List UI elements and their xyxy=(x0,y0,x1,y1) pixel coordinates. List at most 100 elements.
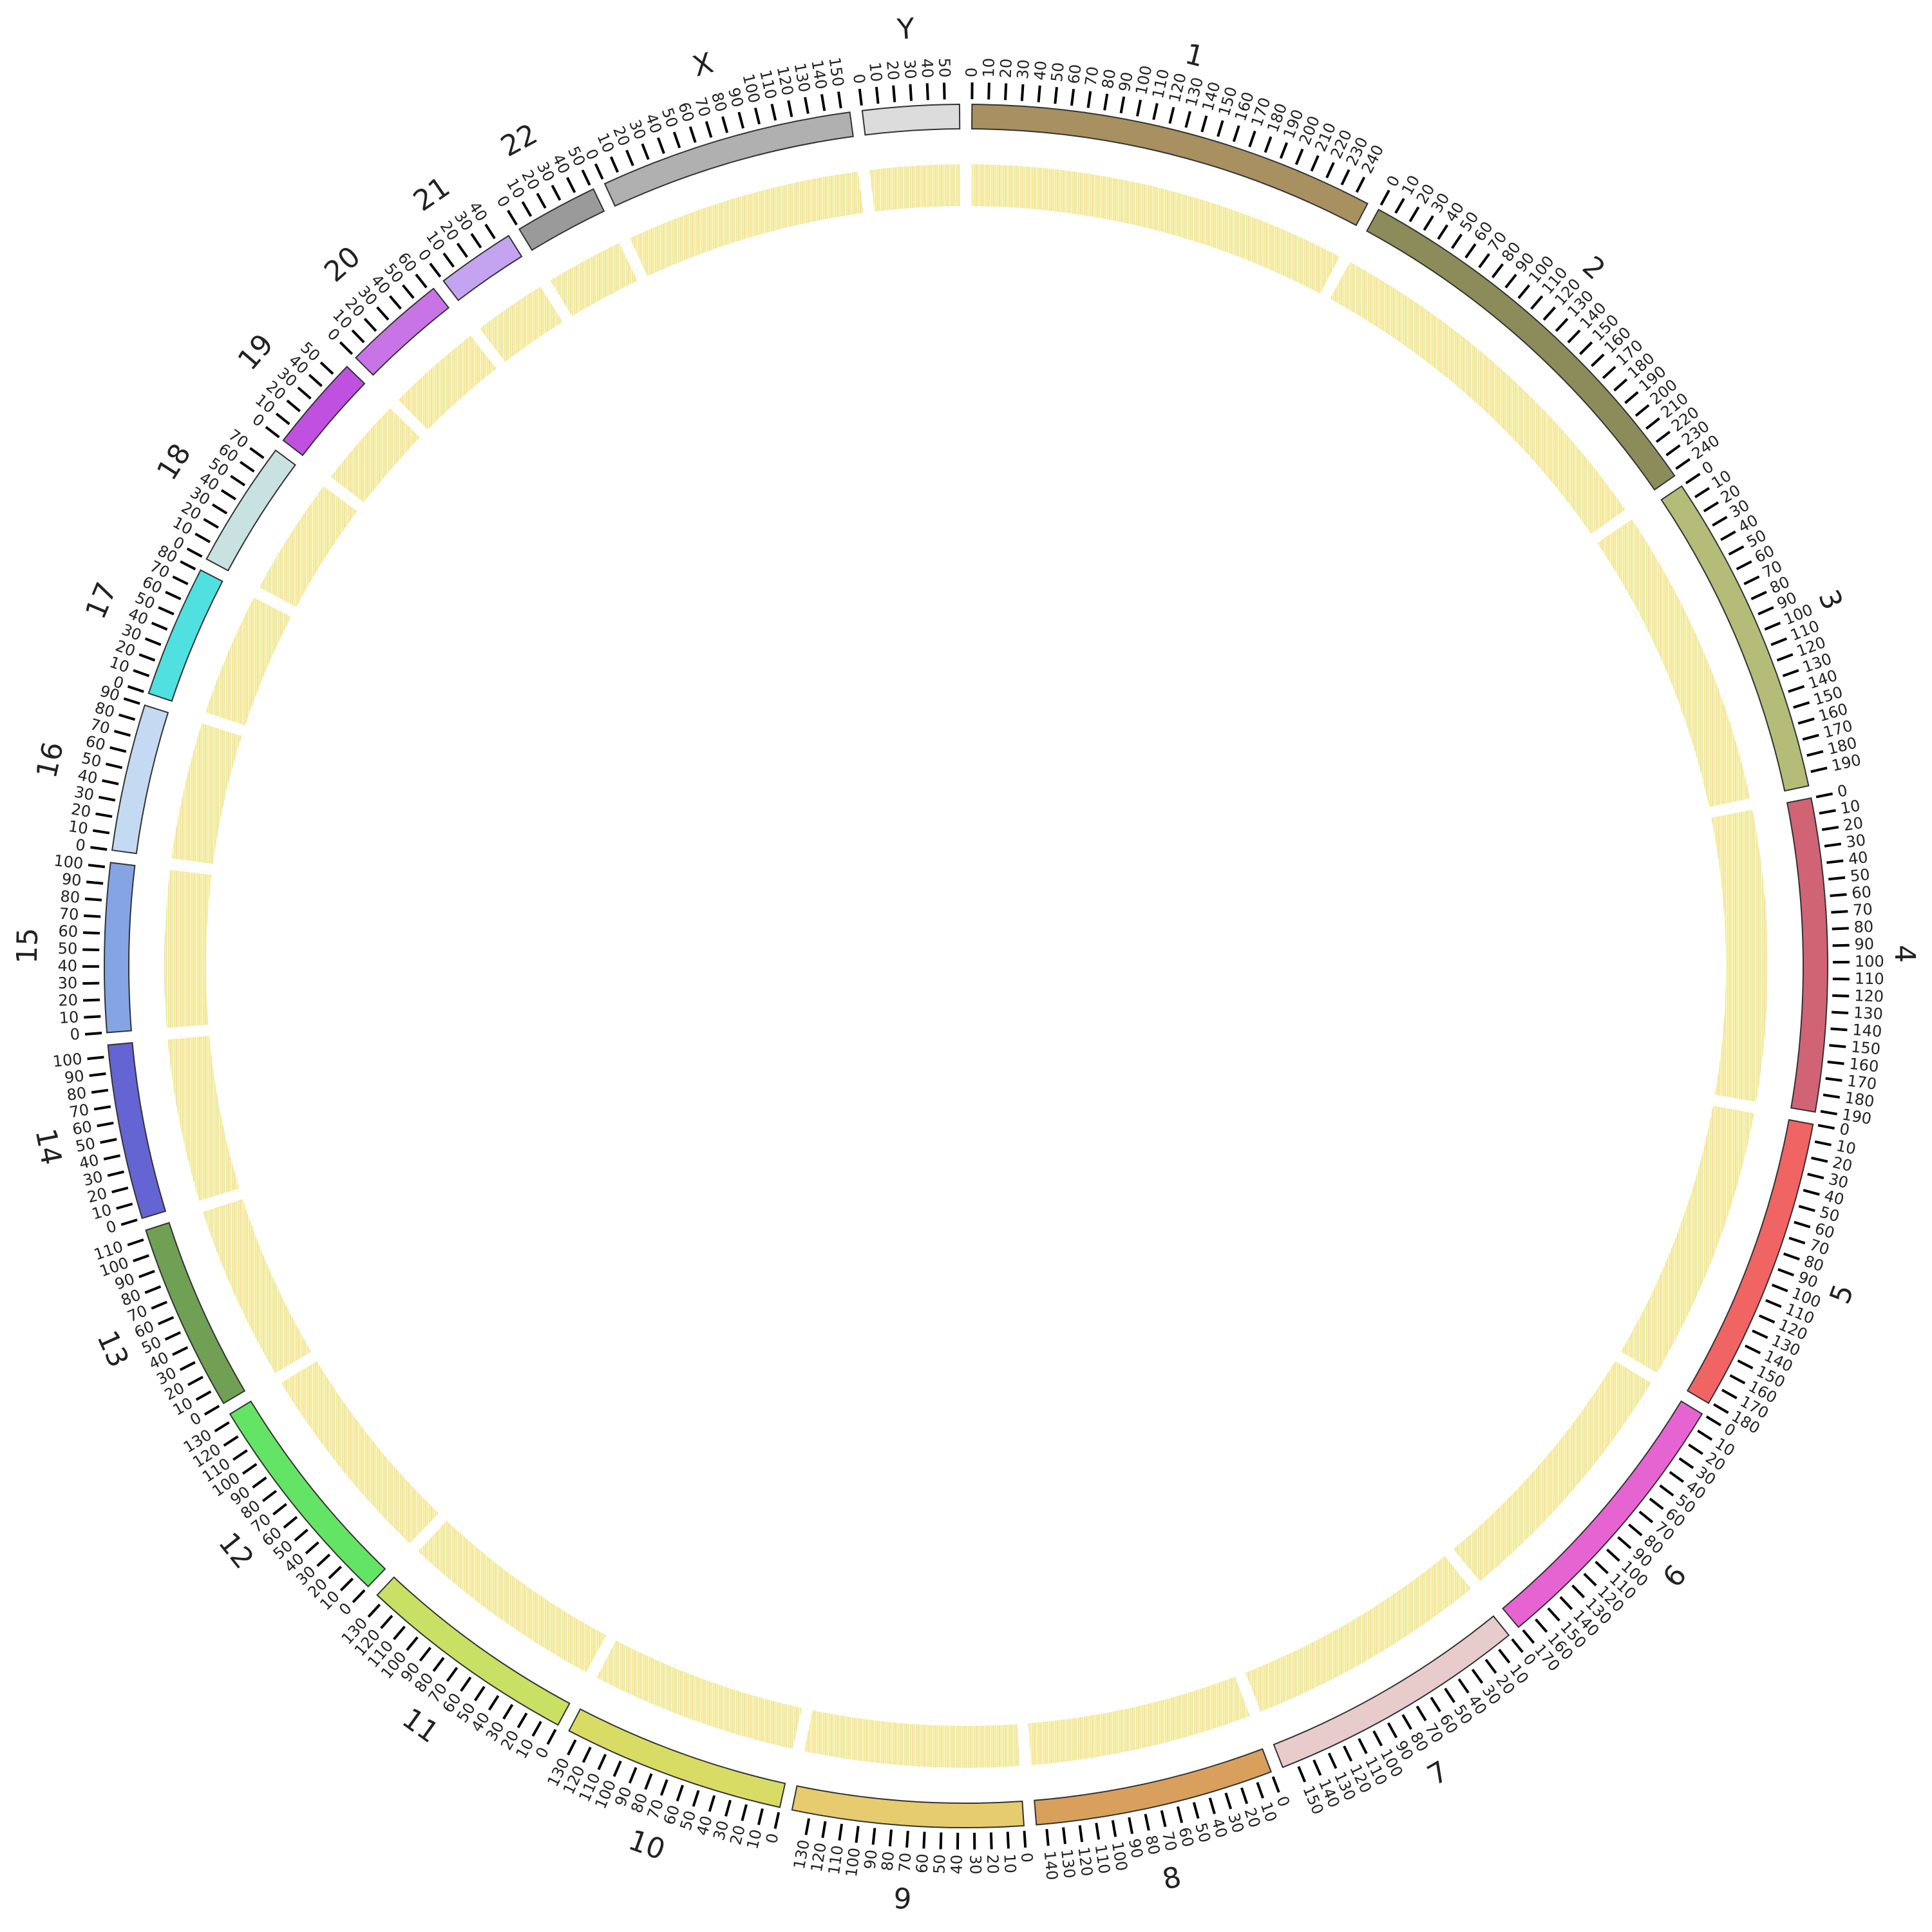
tick-mark xyxy=(892,85,896,102)
tick-mark xyxy=(1200,115,1208,133)
tick-mark xyxy=(502,1703,514,1720)
tick-mark xyxy=(1675,458,1690,470)
tick-label: 80 xyxy=(878,1851,898,1872)
chromosome-label: Y xyxy=(896,12,916,46)
tick-label: 40 xyxy=(76,766,99,788)
tick-label: 140 xyxy=(1041,1850,1061,1881)
tick-mark xyxy=(1736,560,1752,571)
tick-mark xyxy=(1765,1299,1782,1308)
tick-label: 180 xyxy=(1844,1088,1875,1110)
tick-mark xyxy=(1119,96,1126,114)
tick-mark xyxy=(84,1015,101,1019)
tick-mark xyxy=(1020,84,1025,101)
tick-mark xyxy=(1829,1044,1846,1048)
tick-mark xyxy=(597,1754,607,1770)
tick-mark xyxy=(223,1435,239,1447)
tick-mark xyxy=(1471,1669,1484,1684)
tick-mark xyxy=(432,1656,445,1672)
tick-mark xyxy=(1416,1705,1427,1721)
tick-mark xyxy=(103,1154,120,1160)
tick-mark xyxy=(1685,473,1701,485)
tick-mark xyxy=(1803,1189,1820,1196)
tick-mark xyxy=(1703,501,1719,513)
tick-mark xyxy=(367,1604,381,1618)
tick-label: 40 xyxy=(948,1855,966,1875)
tick-mark xyxy=(1831,1010,1849,1015)
tick-mark xyxy=(144,637,162,647)
chromosome-label: 10 xyxy=(624,1824,669,1867)
tick-mark xyxy=(855,1826,860,1843)
tick-mark xyxy=(1745,1344,1761,1354)
tick-mark xyxy=(1678,1457,1694,1470)
tick-mark xyxy=(1372,1730,1383,1747)
ideogram xyxy=(229,1400,386,1587)
tick-label: 40 xyxy=(1030,60,1050,81)
tick-mark xyxy=(294,1528,308,1542)
chromosome-label: 15 xyxy=(11,927,44,964)
tick-mark xyxy=(1782,669,1799,677)
tick-label: 30 xyxy=(966,1855,984,1875)
tick-mark xyxy=(625,149,634,167)
tick-mark xyxy=(1176,1806,1184,1823)
tick-mark xyxy=(1628,1523,1643,1537)
heatmap-track xyxy=(171,723,242,864)
tick-mark xyxy=(1827,1060,1844,1065)
ideogram xyxy=(603,111,854,207)
tick-mark xyxy=(1095,1823,1101,1840)
ideogram xyxy=(568,1708,786,1808)
tick-mark xyxy=(1492,263,1504,278)
tick-mark xyxy=(737,111,744,129)
tick-mark xyxy=(565,176,576,193)
tick-mark xyxy=(151,1300,167,1310)
ideogram xyxy=(147,569,223,702)
tick-mark xyxy=(87,1056,104,1061)
tick-mark xyxy=(1430,1696,1441,1712)
tick-mark xyxy=(787,100,793,117)
tick-mark xyxy=(838,1823,844,1841)
tick-mark xyxy=(120,1218,138,1226)
tick-mark xyxy=(1776,653,1794,662)
tick-label: 30 xyxy=(900,59,920,79)
tick-label: 10 xyxy=(59,1008,79,1027)
tick-mark xyxy=(546,1728,557,1745)
chromosome-label: 9 xyxy=(893,1882,913,1917)
tick-label: 90 xyxy=(1854,935,1874,954)
chromosome-label: 19 xyxy=(232,328,280,377)
tick-mark xyxy=(1394,198,1405,214)
tick-mark xyxy=(741,1804,748,1821)
heatmap-track xyxy=(869,164,961,212)
ideogram xyxy=(971,104,1368,227)
heatmap-track xyxy=(167,1036,240,1201)
chromosome-label: 7 xyxy=(1422,1755,1454,1792)
tick-mark xyxy=(1771,1283,1788,1293)
heatmap-track xyxy=(330,408,421,503)
tick-mark xyxy=(1811,1156,1828,1163)
tick-label: 10 xyxy=(1000,1853,1019,1874)
tick-mark xyxy=(581,169,591,186)
tick-mark xyxy=(1788,685,1805,693)
tick-mark xyxy=(1649,1497,1664,1510)
tick-mark xyxy=(1713,1403,1729,1414)
tick-label: 10 xyxy=(1839,797,1862,818)
tick-label: 50 xyxy=(74,1134,97,1156)
heatmap-track xyxy=(1028,1676,1250,1765)
tick-mark xyxy=(1240,1787,1249,1804)
tick-mark xyxy=(1062,1827,1066,1844)
tick-mark xyxy=(1535,1618,1548,1633)
tick-mark xyxy=(239,460,255,473)
tick-mark xyxy=(1387,1722,1398,1739)
tick-mark xyxy=(109,746,127,753)
tick-mark xyxy=(1160,1810,1167,1828)
tick-label: 110 xyxy=(825,1844,847,1876)
tick-mark xyxy=(1379,189,1390,206)
ideogram xyxy=(861,104,961,136)
tick-mark xyxy=(1602,366,1616,379)
tick-mark xyxy=(473,1685,486,1701)
tick-mark xyxy=(429,262,442,278)
tick-label: 0 xyxy=(762,1832,782,1845)
tick-mark xyxy=(1135,99,1142,117)
ideogram xyxy=(376,1576,571,1726)
tick-mark xyxy=(305,1541,319,1555)
tick-mark xyxy=(909,84,913,101)
tick-mark xyxy=(1264,136,1273,153)
